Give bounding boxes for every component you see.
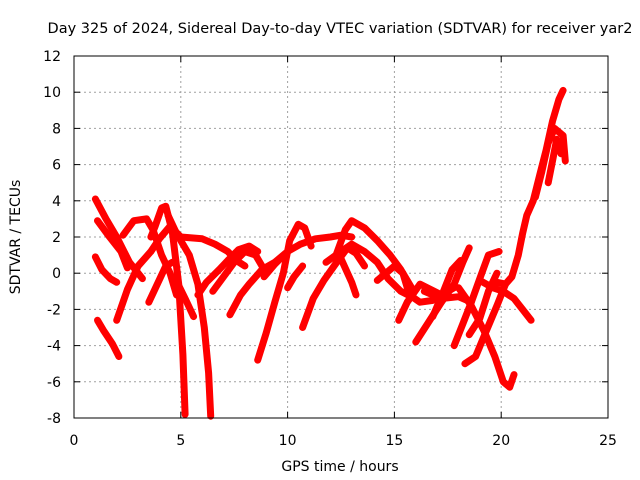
plot-frame xyxy=(73,55,609,419)
series-sat-08 xyxy=(145,258,176,306)
y-tick-label: 0 xyxy=(52,266,61,282)
series-sat-04 xyxy=(94,316,123,360)
chart-title: Day 325 of 2024, Sidereal Day-to-day VTE… xyxy=(48,21,633,37)
y-tick-label: -2 xyxy=(47,302,61,318)
y-tick-label: -8 xyxy=(47,411,61,427)
y-tick-label: 12 xyxy=(43,49,61,65)
series-sat-16 xyxy=(260,231,356,281)
data-series xyxy=(91,86,569,420)
series-sat-09 xyxy=(164,211,215,420)
series-sat-27 xyxy=(450,248,503,350)
y-tick-label: 2 xyxy=(52,230,61,246)
series-sat-17 xyxy=(284,262,307,292)
series-sat-33 xyxy=(531,124,569,201)
x-tick-label: 25 xyxy=(599,433,617,449)
series-sat-10 xyxy=(170,273,198,321)
x-tick-label: 20 xyxy=(492,433,510,449)
series-sat-32 xyxy=(493,86,567,288)
y-tick-label: 8 xyxy=(52,121,61,137)
x-tick-label: 10 xyxy=(279,433,297,449)
grid-lines xyxy=(74,56,608,418)
series-sat-03 xyxy=(91,253,121,286)
y-tick-label: 6 xyxy=(52,158,61,174)
series-sat-13 xyxy=(209,248,268,295)
y-tick-label: -6 xyxy=(47,375,61,391)
y-tick-label: -4 xyxy=(47,339,61,355)
series-sat-34 xyxy=(544,135,565,187)
series-sat-25 xyxy=(429,257,465,321)
series-sat-21 xyxy=(337,255,360,299)
y-tick-label: 10 xyxy=(43,85,61,101)
y-tick-label: 4 xyxy=(52,194,61,210)
series-sat-02 xyxy=(94,217,131,272)
x-tick-label: 5 xyxy=(176,433,185,449)
x-tick-label: 15 xyxy=(385,433,403,449)
x-axis-label: GPS time / hours xyxy=(281,459,398,475)
tick-labels: 0 5 10 15 20 25 -8 -6 -4 -2 0 2 4 6 8 10 12 xyxy=(43,49,617,449)
series-sat-20 xyxy=(322,240,415,301)
series-sat-28 xyxy=(465,269,501,339)
x-tick-label: 0 xyxy=(70,433,79,449)
series-sat-12 xyxy=(194,242,262,299)
series-sat-30 xyxy=(455,284,518,391)
y-axis-label: SDTVAR / TECUs xyxy=(8,180,24,295)
series-sat-18 xyxy=(299,244,368,331)
series-sat-22 xyxy=(373,262,437,306)
series-sat-31 xyxy=(476,276,535,324)
